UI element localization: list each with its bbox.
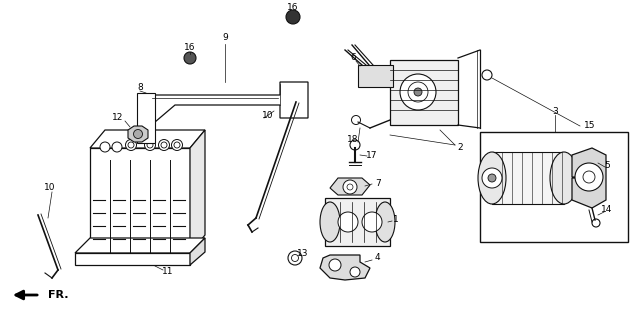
Text: 13: 13 (297, 249, 308, 257)
Bar (480, 132, 628, 242)
Text: 7: 7 (375, 179, 381, 187)
Polygon shape (572, 148, 606, 208)
Circle shape (125, 140, 136, 151)
Circle shape (338, 212, 358, 232)
Text: 16: 16 (287, 3, 299, 13)
Circle shape (350, 140, 360, 150)
Text: 10: 10 (44, 184, 56, 192)
Circle shape (575, 163, 603, 191)
Text: 2: 2 (457, 144, 463, 152)
Circle shape (362, 212, 382, 232)
Circle shape (351, 116, 360, 124)
Bar (492, 152, 564, 204)
Text: 18: 18 (348, 135, 359, 145)
Circle shape (482, 70, 492, 80)
Circle shape (288, 251, 302, 265)
Circle shape (145, 140, 156, 151)
Text: 1: 1 (393, 215, 399, 225)
Circle shape (112, 142, 122, 152)
Circle shape (343, 180, 357, 194)
Polygon shape (90, 130, 205, 148)
Circle shape (329, 259, 341, 271)
Text: 15: 15 (584, 121, 596, 129)
Circle shape (172, 140, 182, 151)
Bar (90, 148, 190, 253)
Polygon shape (190, 238, 205, 265)
Bar (390, 60, 458, 125)
Text: 4: 4 (374, 254, 380, 262)
Circle shape (147, 142, 153, 148)
Polygon shape (75, 238, 205, 253)
Bar (358, 65, 393, 87)
Text: 8: 8 (137, 83, 143, 93)
Circle shape (286, 10, 300, 24)
Circle shape (583, 171, 595, 183)
Bar (325, 198, 390, 246)
Circle shape (161, 142, 167, 148)
Text: 16: 16 (184, 43, 196, 53)
Polygon shape (128, 126, 148, 142)
Circle shape (159, 140, 170, 151)
Text: 10: 10 (262, 111, 274, 119)
Circle shape (347, 184, 353, 190)
Circle shape (291, 255, 298, 261)
Text: 5: 5 (604, 161, 610, 169)
Text: 6: 6 (350, 54, 356, 62)
Text: 9: 9 (222, 33, 228, 43)
Circle shape (350, 267, 360, 277)
Ellipse shape (550, 152, 578, 204)
Ellipse shape (375, 202, 395, 242)
Circle shape (184, 52, 196, 64)
Circle shape (414, 88, 422, 96)
Text: 11: 11 (163, 267, 173, 277)
Text: 17: 17 (366, 151, 378, 159)
Polygon shape (190, 130, 205, 253)
Polygon shape (140, 82, 308, 122)
Circle shape (134, 129, 143, 139)
Circle shape (592, 219, 600, 227)
Bar (137, 93, 155, 143)
Circle shape (488, 174, 496, 182)
Circle shape (100, 142, 110, 152)
Circle shape (482, 168, 502, 188)
Text: 3: 3 (552, 107, 558, 117)
Text: FR.: FR. (48, 290, 68, 300)
Circle shape (128, 142, 134, 148)
Ellipse shape (478, 152, 506, 204)
Polygon shape (320, 255, 370, 280)
Text: 12: 12 (112, 113, 124, 123)
Circle shape (408, 82, 428, 102)
Circle shape (174, 142, 180, 148)
Text: 14: 14 (602, 205, 612, 215)
Polygon shape (330, 178, 370, 195)
Circle shape (400, 74, 436, 110)
Ellipse shape (320, 202, 340, 242)
Polygon shape (75, 253, 190, 265)
